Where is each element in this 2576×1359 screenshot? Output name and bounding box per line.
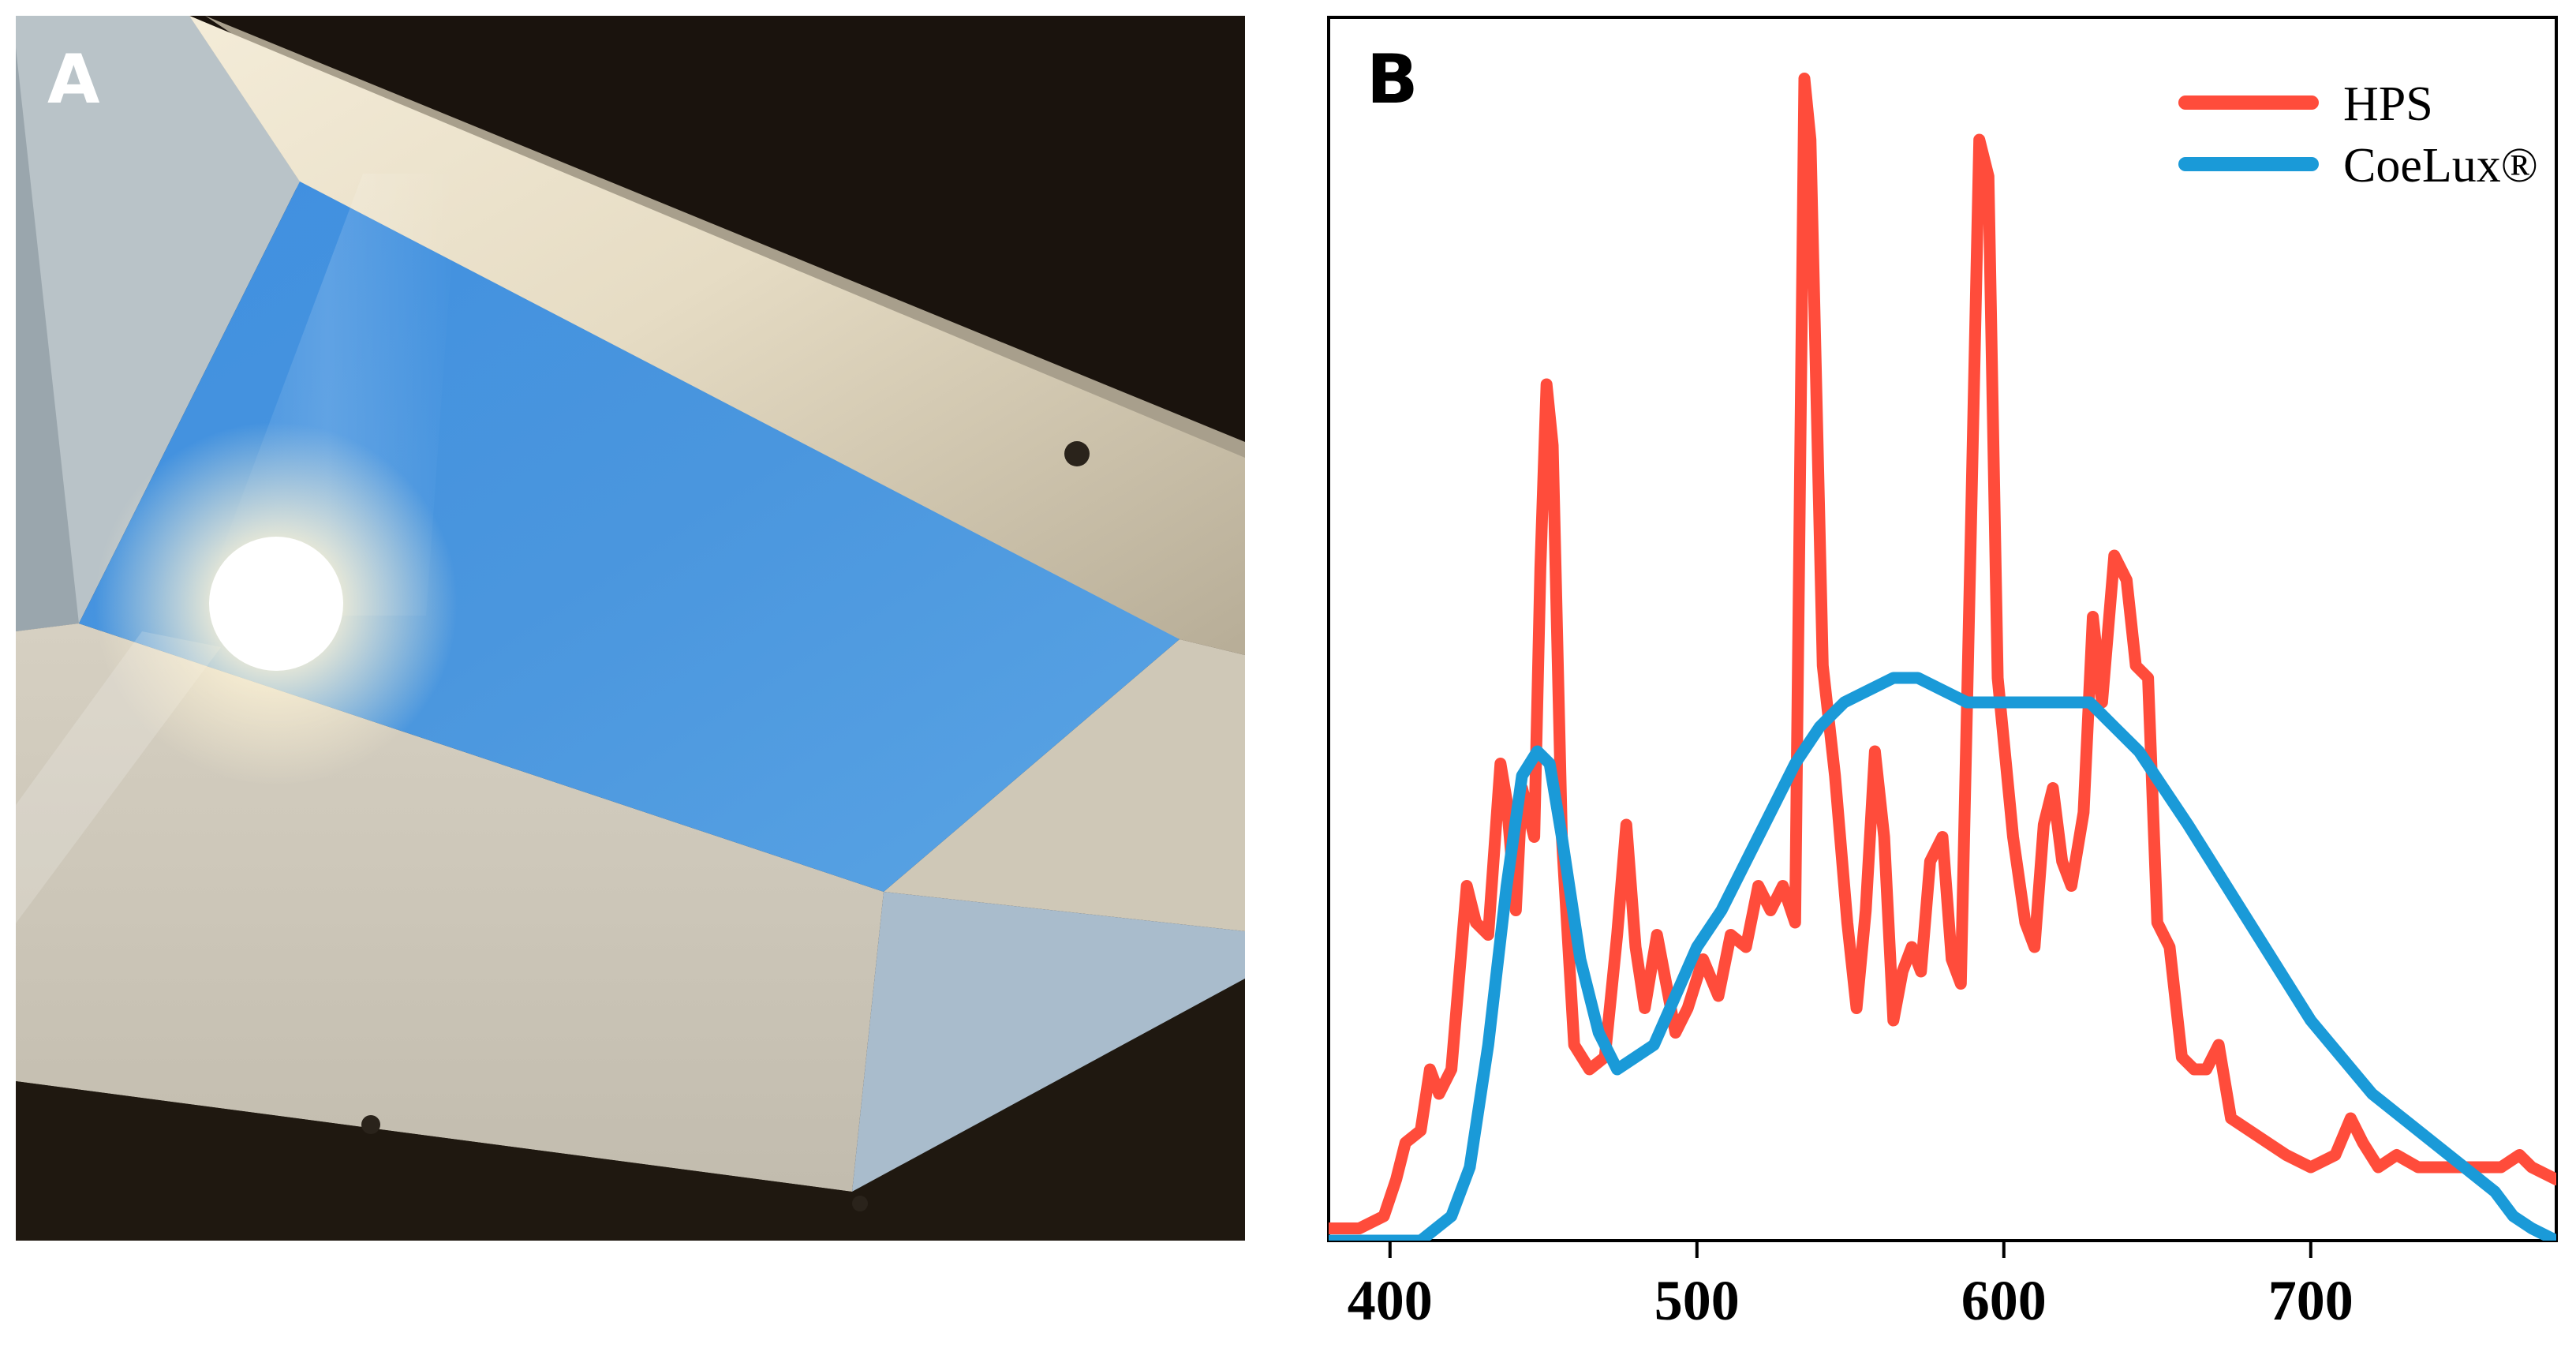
panel-label-b: B xyxy=(1367,40,1419,119)
series-line-hps xyxy=(1329,73,2556,1234)
x-tick-label: 400 xyxy=(1348,1269,1433,1332)
spectrum-chart: 400 500 600 700 HPS CoeLux® xyxy=(1327,16,2558,1332)
x-tick-label: 600 xyxy=(1961,1269,2047,1332)
x-axis-ticks: 400 500 600 700 xyxy=(1348,1241,2354,1332)
spectrum-chart-panel: 400 500 600 700 HPS CoeLux® B xyxy=(1310,0,2576,1359)
x-tick-label: 500 xyxy=(1654,1269,1740,1332)
skylight-photo xyxy=(16,16,1245,1241)
chart-axes xyxy=(1327,16,2558,1242)
series-line-coelux xyxy=(1329,672,2556,1241)
chart-lines xyxy=(1329,73,2556,1241)
legend-label-coelux: CoeLux® xyxy=(2343,139,2538,193)
legend-label-hps: HPS xyxy=(2343,77,2433,131)
panel-label-a: A xyxy=(47,40,100,119)
chart-legend: HPS CoeLux® xyxy=(2178,77,2538,193)
photo-panel: A xyxy=(16,16,1245,1241)
x-tick-label: 700 xyxy=(2268,1269,2354,1332)
plot-frame xyxy=(1327,16,2558,1242)
